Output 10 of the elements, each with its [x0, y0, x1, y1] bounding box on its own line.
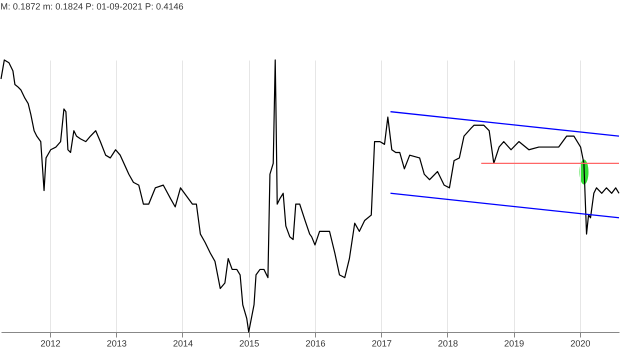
x-tick-label: 2020: [570, 338, 590, 348]
x-tick-label: 2017: [372, 338, 392, 348]
x-tick-label: 2015: [239, 338, 260, 348]
x-tick-label: 2013: [106, 338, 127, 348]
x-tick-label: 2014: [172, 338, 194, 348]
x-tick-label: 2016: [305, 338, 326, 348]
x-tick-label: 2018: [438, 338, 458, 348]
text: M: 0.1872 m: 0.1824 P: 01-09-2021 P: 0.4146: [0, 1, 184, 12]
x-tick-label: 2019: [504, 338, 524, 348]
x-tick-label: 2012: [40, 338, 61, 348]
